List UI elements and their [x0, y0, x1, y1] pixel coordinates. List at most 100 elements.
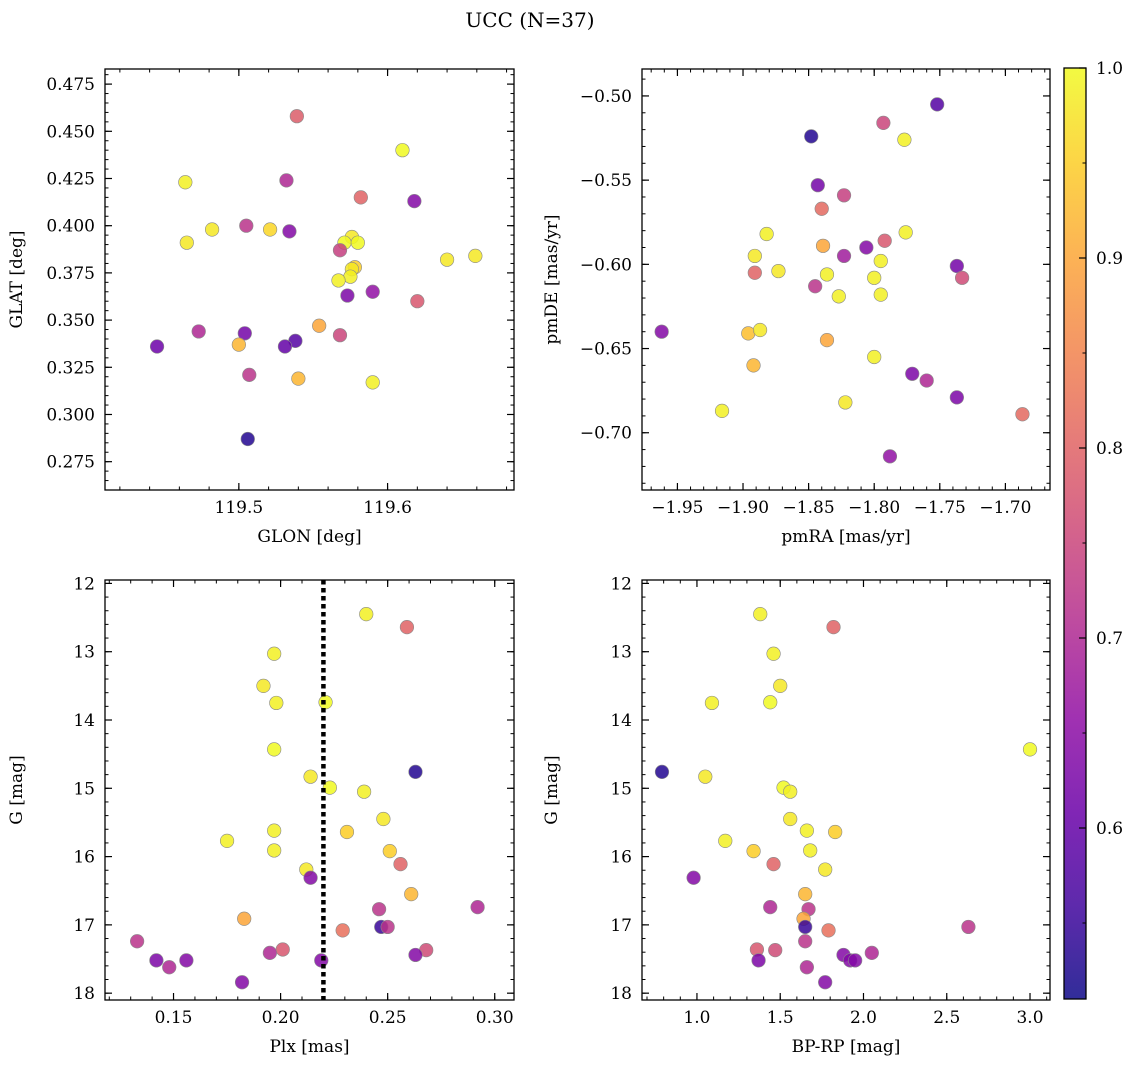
colorbar-tick-label: 0.7 — [1096, 629, 1123, 649]
data-point — [191, 324, 206, 339]
x-axis-label: BP-RP [mag] — [792, 1037, 901, 1057]
data-point — [231, 337, 246, 352]
data-point — [332, 328, 348, 343]
colorbar-tick-label: 0.9 — [1096, 249, 1123, 269]
data-point — [178, 175, 193, 190]
data-point — [751, 953, 766, 968]
x-tick-label: −1.80 — [848, 498, 900, 518]
data-point — [219, 833, 235, 848]
y-axis-label: GLAT [deg] — [7, 230, 27, 328]
y-tick-label: 0.275 — [46, 453, 95, 473]
data-point — [799, 960, 814, 975]
data-point — [468, 248, 483, 264]
y-tick-label: 15 — [73, 779, 95, 799]
x-tick-label: 2.0 — [850, 1008, 877, 1028]
data-point — [149, 953, 164, 968]
y-tick-label: 0.450 — [46, 122, 95, 142]
data-point — [267, 843, 282, 858]
panel-pm: −1.95 −1.90 −1.85 −1.80 −1.75 −1.70 −0.70 −0.65… — [542, 68, 1051, 547]
data-point — [335, 923, 350, 938]
y-axis-label: G [mag] — [7, 755, 27, 824]
data-point — [763, 900, 778, 915]
y-tick-label: 0.325 — [46, 358, 95, 378]
data-point — [768, 943, 783, 958]
data-point — [836, 188, 852, 203]
y-tick-label: 17 — [610, 916, 632, 936]
data-point — [204, 222, 220, 237]
panels: 119.5 119.6 0.275 0.300 0.325 0.350 0.375 0.400… — [7, 68, 1051, 1057]
data-point — [949, 390, 964, 405]
data-point — [876, 115, 891, 130]
data-point — [303, 769, 318, 784]
data-point — [371, 902, 387, 917]
data-point — [267, 823, 282, 838]
data-point — [905, 366, 920, 381]
data-point — [718, 833, 733, 848]
data-point — [815, 238, 831, 253]
data-point — [237, 911, 252, 926]
data-point — [867, 270, 882, 285]
x-tick-label: 2.5 — [933, 1008, 960, 1028]
data-point — [149, 339, 165, 354]
data-point — [818, 862, 833, 877]
data-point — [365, 375, 380, 390]
data-point — [814, 201, 829, 216]
data-point — [130, 934, 145, 949]
data-point — [804, 129, 819, 144]
data-points — [654, 607, 1038, 990]
data-point — [783, 784, 798, 799]
data-point — [704, 695, 720, 711]
data-point — [340, 288, 355, 303]
axes-frame — [641, 579, 1051, 1001]
y-tick-label: 17 — [73, 916, 95, 936]
data-point — [746, 358, 761, 373]
y-tick-label: 0.375 — [46, 264, 95, 284]
y-tick-label: 16 — [73, 848, 95, 868]
data-point — [766, 646, 781, 661]
x-tick-label: 119.6 — [363, 498, 412, 518]
data-point — [277, 339, 293, 354]
colorbar-tick-label: 0.8 — [1096, 439, 1123, 459]
x-tick-label: 0.20 — [262, 1008, 300, 1028]
data-point — [353, 190, 368, 205]
data-point — [821, 923, 836, 938]
data-point — [382, 844, 397, 859]
x-tick-label: −1.85 — [783, 498, 835, 518]
x-axis-label: Plx [mas] — [269, 1037, 349, 1057]
y-tick-label: −0.60 — [580, 255, 632, 275]
data-point — [810, 178, 825, 193]
data-point — [654, 324, 669, 339]
data-point — [783, 811, 798, 827]
data-point — [838, 395, 853, 410]
data-point — [873, 287, 888, 302]
y-tick-label: 15 — [610, 779, 632, 799]
data-point — [930, 97, 945, 112]
panel-glon-glat: 119.5 119.6 0.275 0.300 0.325 0.350 0.375 0.400… — [7, 68, 515, 547]
data-point — [267, 742, 282, 757]
data-point — [439, 252, 455, 267]
data-point — [698, 769, 713, 784]
y-axis-label: G [mag] — [542, 755, 562, 824]
data-point — [237, 326, 252, 341]
data-point — [380, 919, 395, 935]
data-point — [179, 953, 194, 968]
data-point — [376, 811, 391, 827]
axes-frame — [641, 68, 1051, 491]
data-point — [898, 225, 913, 240]
data-point — [312, 318, 327, 333]
data-point — [773, 678, 788, 693]
data-point — [1015, 407, 1030, 422]
data-point — [404, 887, 419, 902]
data-point — [179, 235, 194, 250]
data-point — [798, 934, 813, 949]
data-point — [275, 942, 290, 957]
data-point — [897, 132, 912, 147]
data-point — [819, 267, 835, 282]
panel-cmd: 1.0 1.5 2.0 2.5 3.0 12 13 14 15 16 17 18 BP-RP [mag]… — [542, 574, 1051, 1057]
data-point — [741, 326, 756, 341]
data-point — [239, 218, 254, 233]
data-point — [393, 856, 408, 872]
x-tick-label: 0.25 — [369, 1008, 407, 1028]
data-point — [766, 856, 781, 872]
